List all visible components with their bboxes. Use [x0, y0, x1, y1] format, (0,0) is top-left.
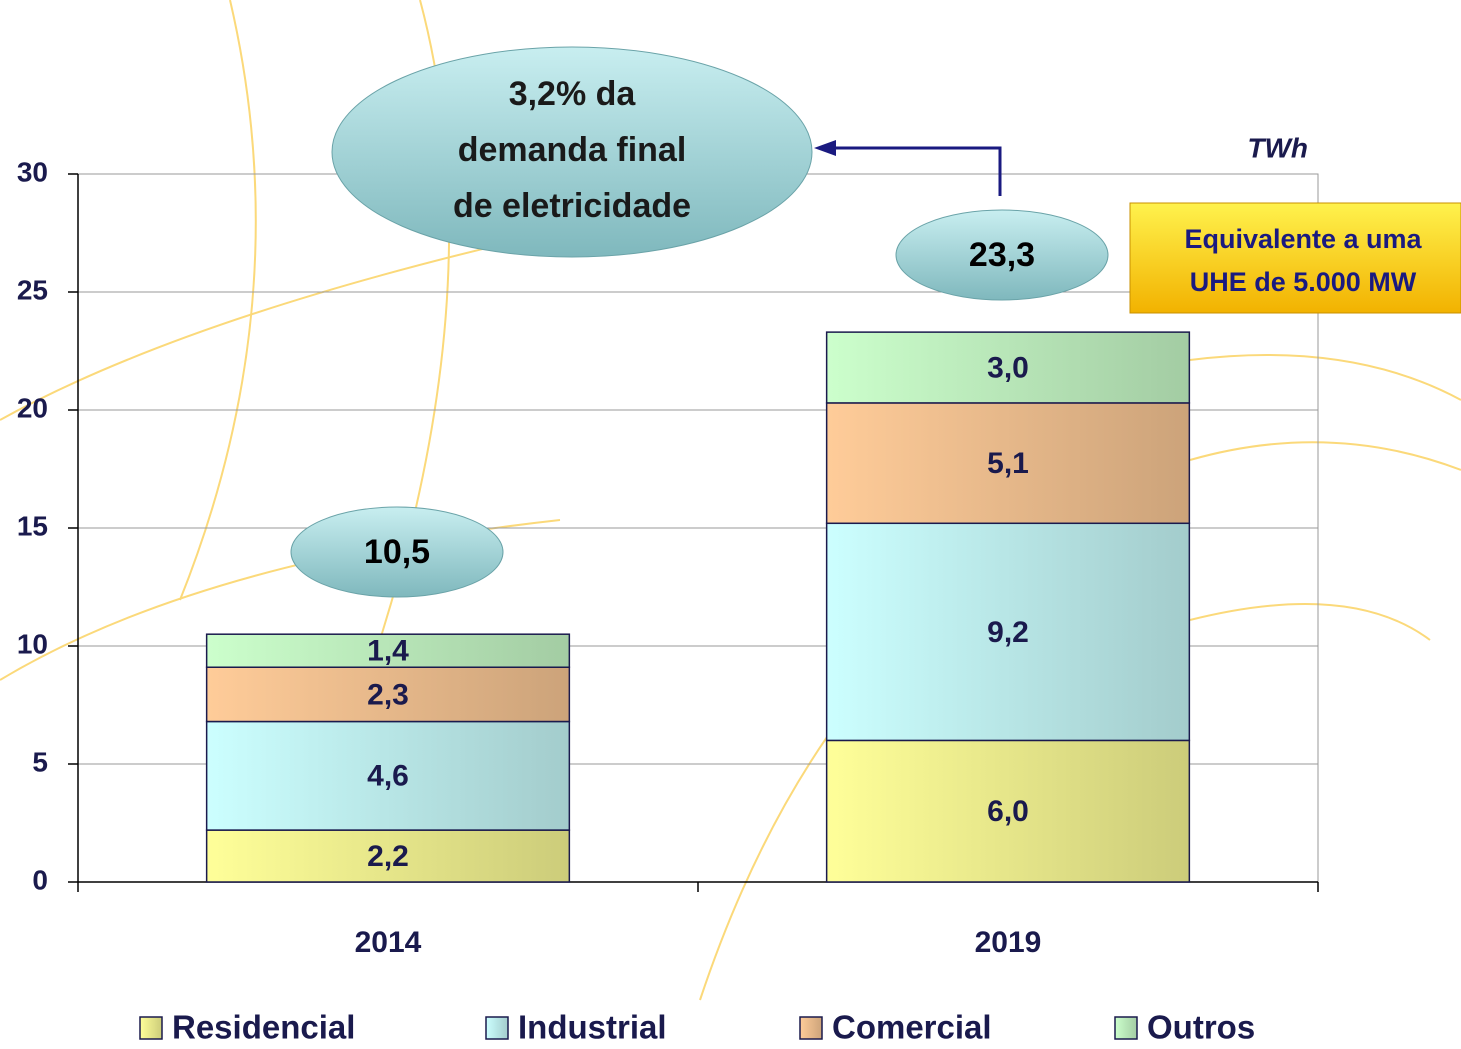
total-bubble	[290, 506, 504, 598]
legend-swatch	[139, 1016, 163, 1040]
bar-segment	[825, 331, 1191, 404]
value-label: 1,4	[367, 635, 409, 668]
y-tick-label: 20	[17, 392, 48, 423]
y-tick-label: 15	[17, 510, 48, 541]
value-label: 3,0	[987, 351, 1029, 384]
bar-segment	[825, 402, 1191, 525]
y-tick-label: 25	[17, 274, 48, 305]
callout-text: demanda final	[458, 131, 687, 169]
bar-segment	[825, 522, 1191, 742]
legend-label: Outros	[1147, 1009, 1255, 1046]
value-label: 2,3	[367, 678, 409, 711]
legend-swatch	[485, 1016, 509, 1040]
legend-swatch	[1114, 1016, 1138, 1040]
value-label: 6,0	[987, 795, 1029, 828]
arrow-head	[814, 140, 836, 156]
y-tick-label: 10	[17, 628, 48, 659]
y-tick-label: 30	[17, 156, 48, 187]
value-label: 4,6	[367, 760, 409, 793]
note-text: UHE de 5.000 MW	[1190, 267, 1417, 297]
callout-text: de eletricidade	[453, 187, 691, 225]
legend-label: Industrial	[518, 1009, 667, 1046]
bar-segment	[205, 633, 571, 668]
x-tick-label: 2019	[975, 926, 1042, 959]
bar-segment	[205, 829, 571, 883]
value-label: 9,2	[987, 616, 1029, 649]
note-text: Equivalente a uma	[1184, 224, 1422, 254]
y-tick-label: 0	[32, 864, 48, 895]
legend-label: Residencial	[172, 1009, 355, 1046]
bar-segment	[825, 739, 1191, 883]
total-label: 23,3	[969, 236, 1035, 274]
unit-label: TWh	[1247, 132, 1308, 163]
x-tick-label: 2014	[355, 926, 422, 959]
callout-arrow	[830, 146, 1002, 196]
total-label: 10,5	[364, 533, 430, 571]
note-box	[1129, 202, 1461, 314]
total-bubble	[895, 209, 1109, 301]
legend-swatch	[799, 1016, 823, 1040]
value-label: 2,2	[367, 840, 409, 873]
value-label: 5,1	[987, 447, 1029, 480]
legend-label: Comercial	[832, 1009, 992, 1046]
callout-bubble	[331, 46, 813, 258]
callout-text: 3,2% da	[509, 75, 637, 113]
y-tick-label: 5	[32, 746, 48, 777]
